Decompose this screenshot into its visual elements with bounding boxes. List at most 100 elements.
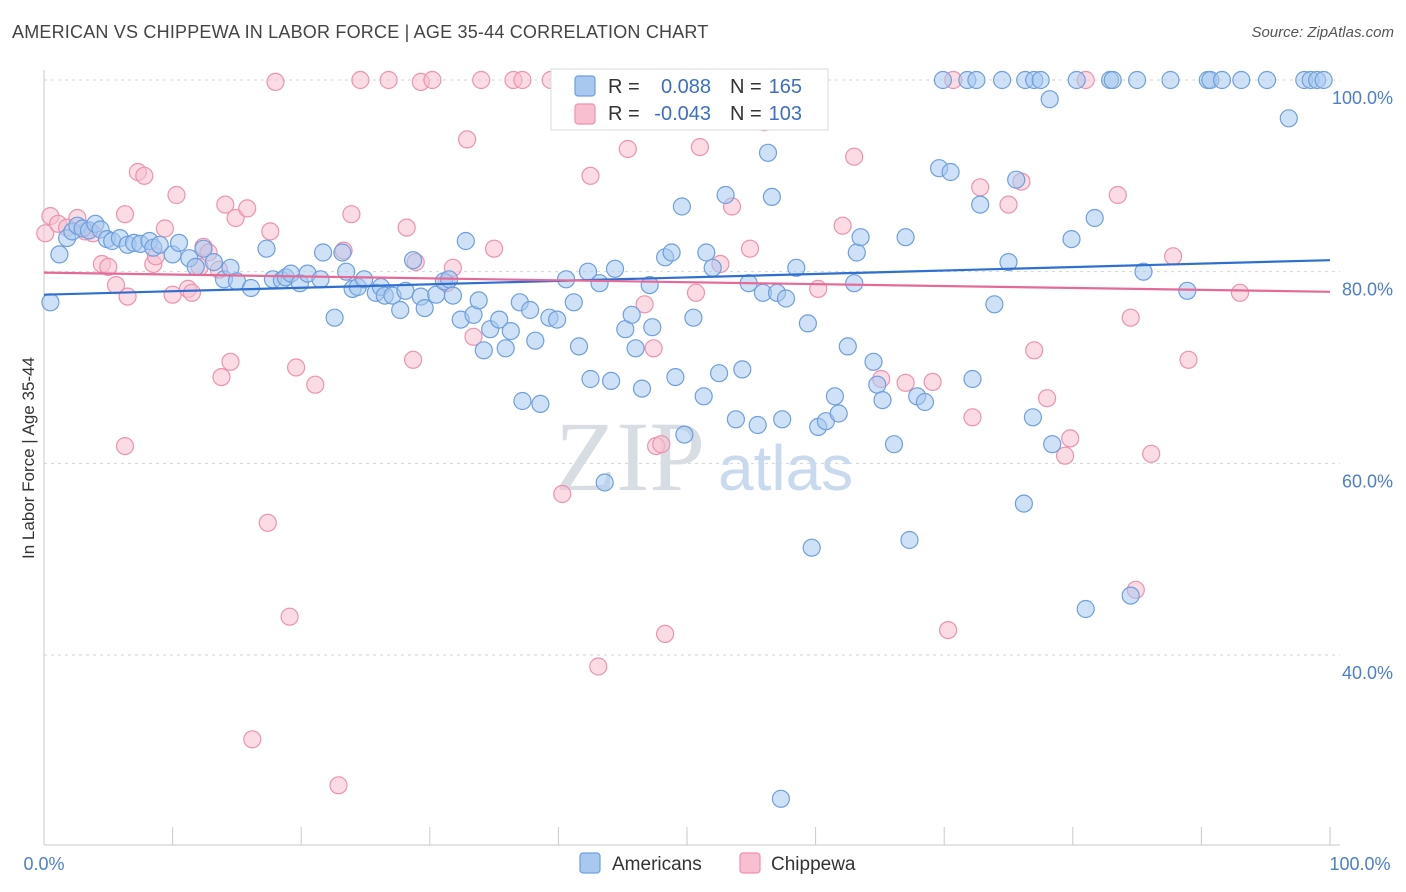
americans-point xyxy=(773,410,792,429)
americans-point xyxy=(703,258,722,277)
source-label: Source: ZipAtlas.com xyxy=(1251,24,1394,41)
americans-point xyxy=(1212,70,1232,90)
chippewa-point xyxy=(740,239,760,258)
americans-legend-swatch xyxy=(579,852,601,874)
americans-point xyxy=(404,251,423,270)
americans-point xyxy=(896,228,915,247)
chippewa-point xyxy=(99,257,118,276)
chippewa-point xyxy=(963,408,982,427)
chippewa-point xyxy=(329,776,348,795)
americans-point xyxy=(776,289,796,308)
stats-legend-box xyxy=(550,68,829,131)
americans-point xyxy=(825,387,845,406)
americans-point xyxy=(1040,90,1059,109)
americans-point xyxy=(547,310,567,329)
y-tick-label-100: 100.0% xyxy=(1332,88,1393,108)
chippewa-point xyxy=(652,435,671,454)
americans-point xyxy=(469,291,488,310)
americans-point xyxy=(186,257,205,276)
americans-point xyxy=(333,243,352,262)
americans-point xyxy=(851,228,870,247)
chippewa-point xyxy=(1061,429,1080,448)
americans-point xyxy=(1257,70,1277,90)
chippewa-point xyxy=(212,368,231,387)
americans-trend-line xyxy=(43,259,1331,296)
chippewa-point xyxy=(118,287,137,306)
americans-point xyxy=(971,195,990,214)
americans-point xyxy=(325,308,344,327)
americans-point xyxy=(564,293,583,312)
americans-point xyxy=(1161,70,1180,90)
americans-point xyxy=(169,233,189,252)
americans-point xyxy=(798,314,818,333)
chippewa-point xyxy=(404,350,423,369)
americans-point xyxy=(531,394,550,413)
chippewa-point xyxy=(896,373,915,392)
americans-point xyxy=(150,235,169,254)
americans-point xyxy=(520,300,540,320)
chippewa-point xyxy=(167,185,186,205)
americans-point xyxy=(838,337,857,356)
chippewa-point xyxy=(1037,389,1057,408)
chippewa-point xyxy=(1121,308,1140,327)
watermark: ZIP atlas xyxy=(555,401,853,512)
americans-point xyxy=(1314,70,1333,90)
chippewa-point xyxy=(553,484,572,504)
americans-point xyxy=(847,243,866,262)
chippewa-point xyxy=(280,607,299,626)
americans-point xyxy=(443,286,462,305)
americans-point xyxy=(569,337,589,356)
americans-point xyxy=(626,339,645,358)
americans-point xyxy=(666,368,685,387)
americans-point xyxy=(311,270,330,289)
americans-point xyxy=(337,262,356,281)
chippewa-point xyxy=(845,147,864,166)
americans-point xyxy=(496,339,515,358)
chippewa-point xyxy=(472,70,491,90)
chippewa-point xyxy=(182,283,201,302)
americans-point xyxy=(1103,70,1122,90)
americans-point xyxy=(257,239,276,258)
x-axis-ticks xyxy=(43,827,1331,845)
americans-point xyxy=(748,415,767,435)
americans-point xyxy=(1043,435,1062,454)
chippewa-point xyxy=(1055,446,1075,465)
americans-point xyxy=(601,371,621,390)
chippewa-point xyxy=(581,166,600,185)
series-legend: Americans Chippewa xyxy=(579,852,856,875)
americans-point xyxy=(868,375,887,394)
chippewa-point xyxy=(221,352,240,371)
chippewa-r-label: R = xyxy=(608,103,640,125)
chippewa-point xyxy=(266,72,285,92)
chippewa-point xyxy=(306,375,325,394)
americans-r-value: 0.088 xyxy=(661,76,711,98)
y-tick-label-60: 60.0% xyxy=(1342,471,1393,491)
chippewa-point xyxy=(379,70,398,90)
chippewa-point xyxy=(351,70,370,90)
americans-n-label: N = xyxy=(730,76,762,98)
americans-point xyxy=(1085,208,1104,228)
chippewa-point xyxy=(938,620,958,640)
americans-point xyxy=(762,187,782,206)
chippewa-point xyxy=(809,279,828,298)
chippewa-point xyxy=(216,195,235,214)
chippewa-point xyxy=(618,139,637,159)
chart-title: AMERICAN VS CHIPPEWA IN LABOR FORCE | AG… xyxy=(12,22,709,42)
americans-point xyxy=(204,253,223,272)
chippewa-point xyxy=(999,195,1018,214)
chippewa-point xyxy=(258,513,277,532)
americans-point xyxy=(1067,70,1086,90)
chippewa-point xyxy=(135,166,154,185)
americans-point xyxy=(581,369,600,389)
chippewa-point xyxy=(243,730,262,749)
chippewa-point xyxy=(1025,341,1044,360)
americans-point xyxy=(1232,70,1251,90)
americans-point xyxy=(50,245,69,264)
chippewa-point xyxy=(464,327,483,346)
americans-point xyxy=(1023,408,1043,427)
chippewa-point xyxy=(423,70,442,90)
stats-legend: R = 0.088 N = 165 R = -0.043 N = 103 xyxy=(550,68,829,131)
y-axis-label: In Labor Force | Age 35-44 xyxy=(19,357,38,559)
americans-legend-label: Americans xyxy=(612,854,702,875)
